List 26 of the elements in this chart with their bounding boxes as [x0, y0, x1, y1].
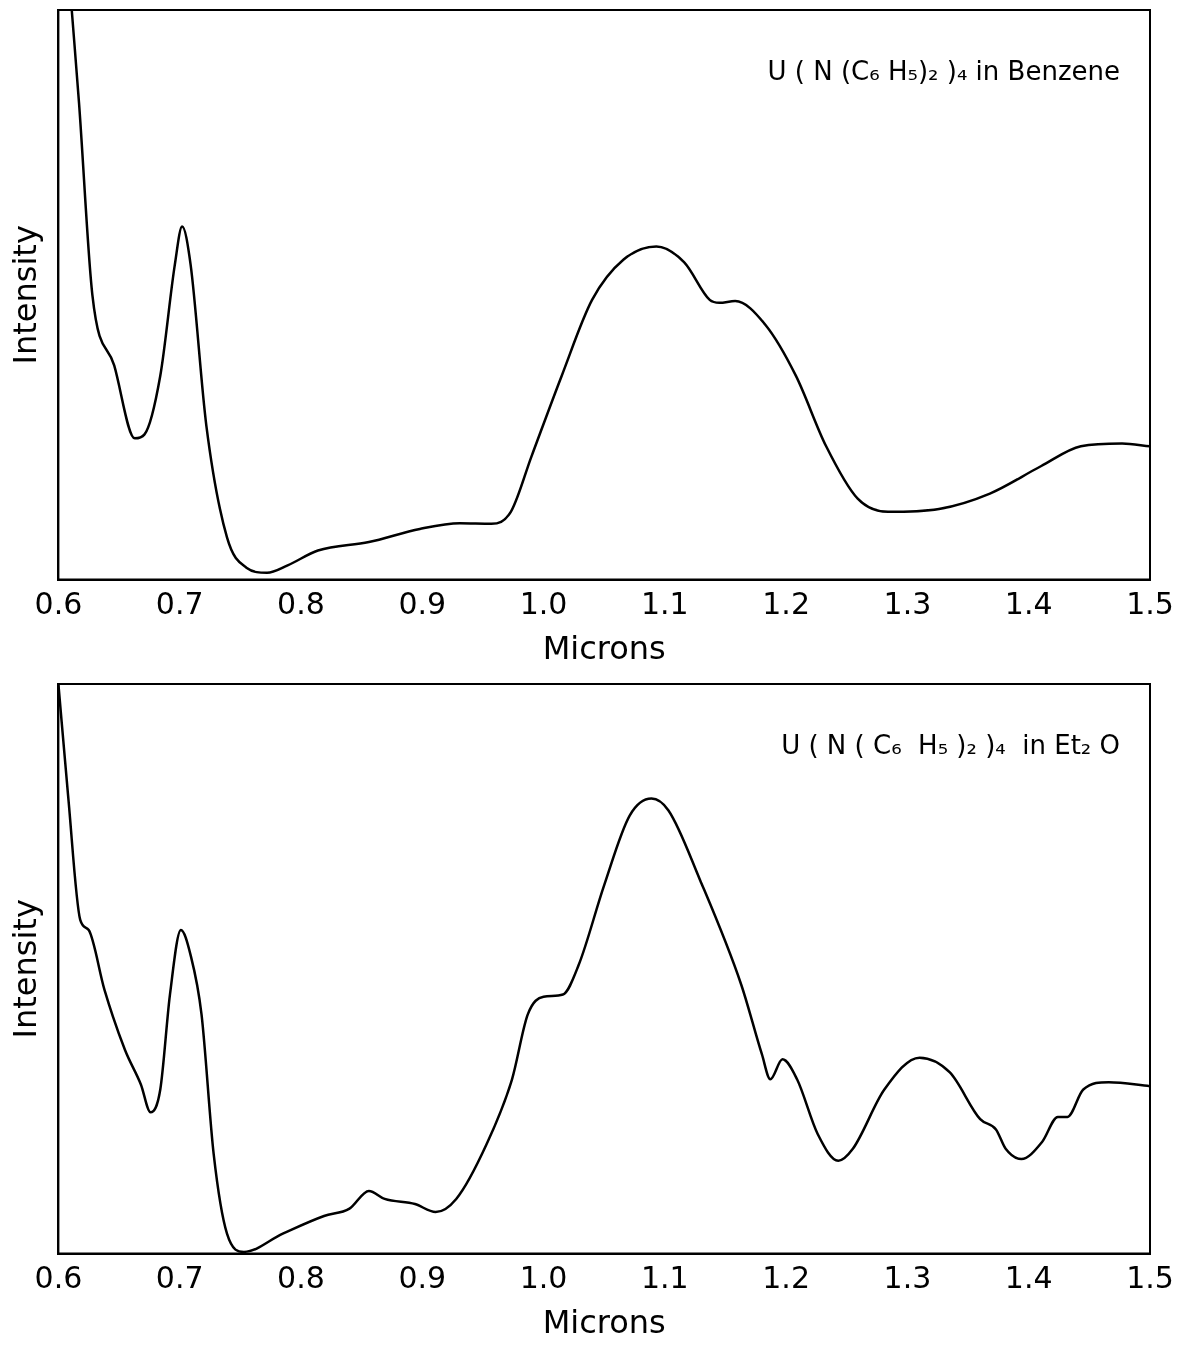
x-tick-label: 0.7 [155, 586, 204, 622]
x-tick-label: 1.2 [762, 586, 810, 622]
x-tick-label: 1.1 [640, 586, 689, 622]
x-tick-label: 0.6 [34, 1260, 83, 1296]
x-tick-label: 1.3 [883, 586, 932, 622]
x-axis-title: Microns [542, 629, 666, 668]
x-tick-label: 1.5 [1126, 1260, 1174, 1296]
annotation: U ( N ( C₆ H₅ )₂ )₄ in Et₂ O [781, 729, 1120, 760]
y-axis-title: Intensity [5, 225, 44, 365]
x-tick-label: 0.9 [398, 1260, 447, 1296]
x-tick-label: 1.3 [883, 1260, 932, 1296]
x-tick-label: 1.4 [1004, 586, 1053, 622]
x-tick-label: 0.7 [155, 1260, 204, 1296]
x-tick-label: 0.9 [398, 586, 447, 622]
x-tick-label: 1.4 [1004, 1260, 1053, 1296]
annotation: U ( N (C₆ H₅)₂ )₄ in Benzene [767, 55, 1120, 86]
x-tick-label: 1.0 [519, 1260, 568, 1296]
x-tick-label: 1.0 [519, 586, 568, 622]
x-tick-label: 1.2 [762, 1260, 810, 1296]
x-tick-label: 1.5 [1126, 586, 1174, 622]
x-tick-label: 0.8 [277, 1260, 325, 1296]
x-tick-label: 0.8 [277, 586, 325, 622]
y-axis-title: Intensity [5, 899, 44, 1039]
x-tick-label: 1.1 [640, 1260, 689, 1296]
x-tick-label: 0.6 [34, 586, 83, 622]
x-axis-title: Microns [542, 1303, 666, 1342]
